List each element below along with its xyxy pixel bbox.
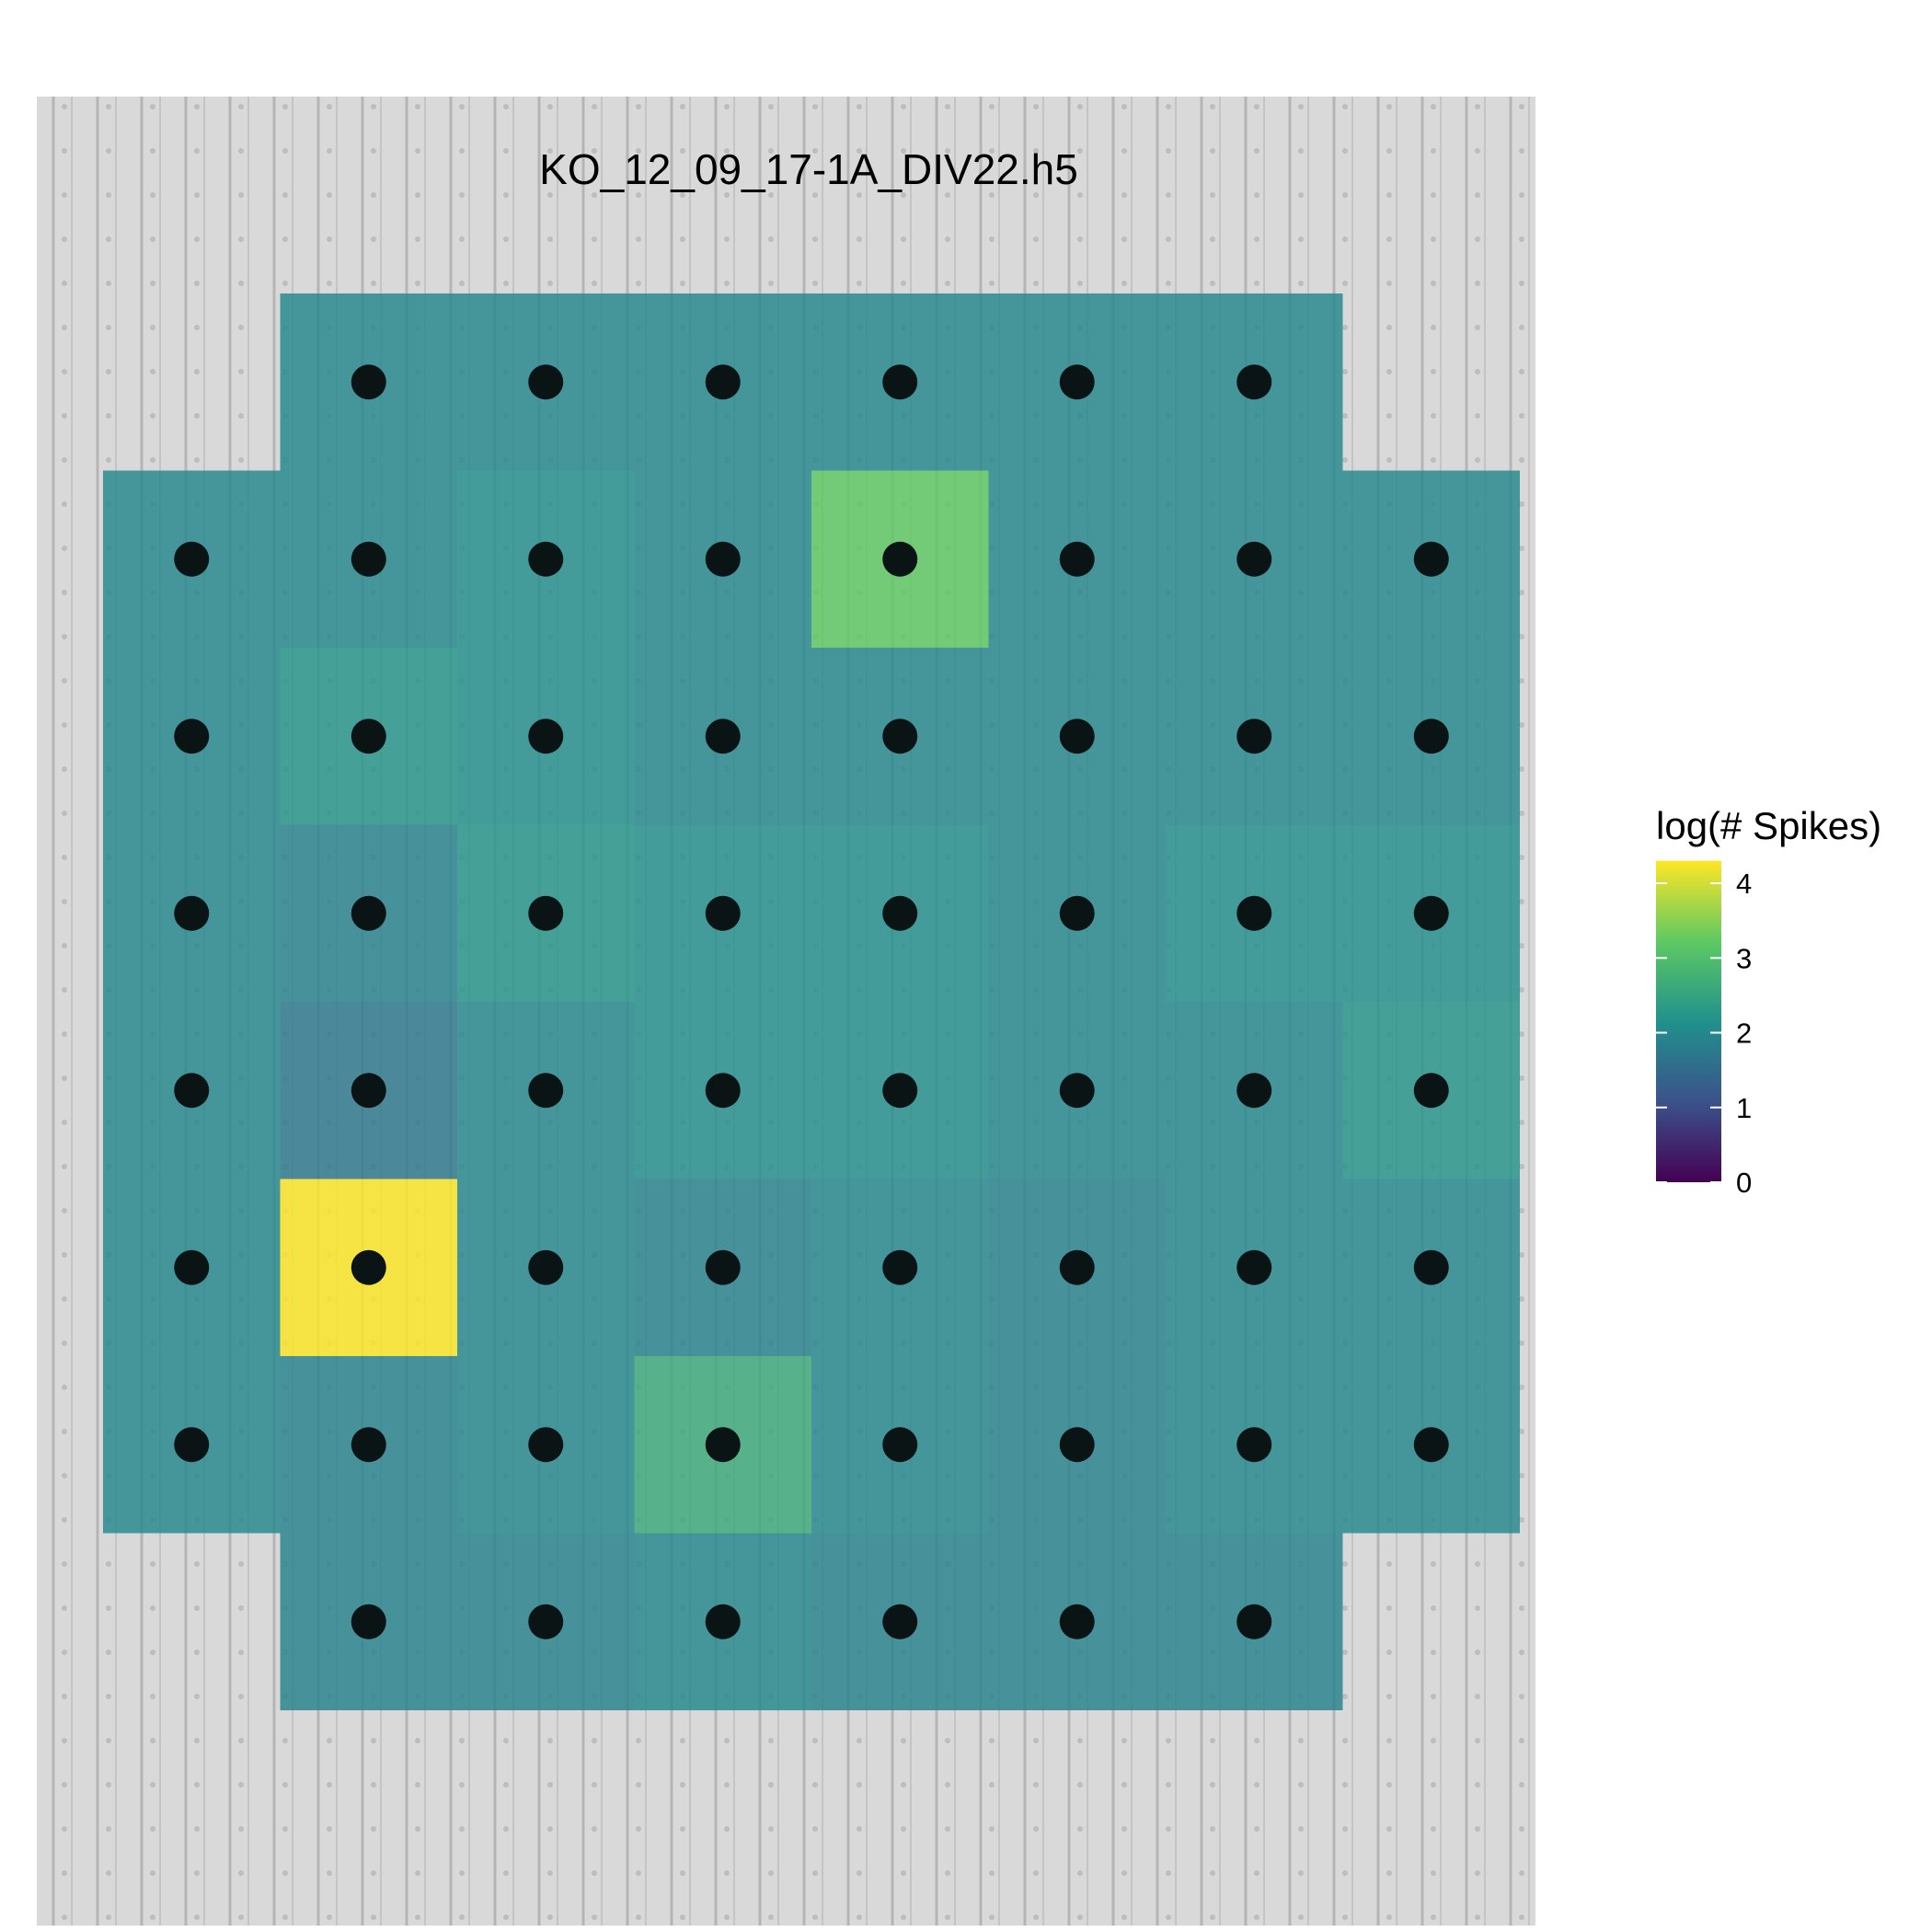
electrode: [705, 364, 741, 400]
electrode: [1059, 895, 1095, 931]
electrode: [705, 719, 741, 754]
electrode: [528, 719, 564, 754]
electrode: [528, 1073, 564, 1109]
electrode: [882, 895, 918, 931]
chart-title: KO_12_09_17-1A_DIV22.h5: [539, 145, 1078, 193]
electrode: [528, 895, 564, 931]
electrode: [1413, 895, 1449, 931]
electrode: [528, 1427, 564, 1463]
electrode: [1413, 541, 1449, 577]
electrode: [1059, 1073, 1095, 1109]
electrode: [351, 895, 386, 931]
electrode: [174, 895, 210, 931]
electrode: [351, 541, 386, 577]
electrode: [1059, 364, 1095, 400]
electrode: [1059, 1427, 1095, 1463]
electrode: [1236, 719, 1272, 754]
electrode: [1236, 541, 1272, 577]
electrode: [705, 1073, 741, 1109]
electrode: [882, 1427, 918, 1463]
electrode: [1059, 1604, 1095, 1639]
electrode: [882, 364, 918, 400]
electrode: [1236, 1604, 1272, 1639]
electrode: [705, 1249, 741, 1285]
electrode: [1059, 719, 1095, 754]
electrode: [528, 364, 564, 400]
electrode: [351, 1604, 386, 1639]
electrode: [1413, 719, 1449, 754]
electrode: [1413, 1073, 1449, 1109]
electrode: [1413, 1249, 1449, 1285]
electrode: [174, 541, 210, 577]
colorbar: 0 1 2 3 4: [1656, 860, 1752, 1199]
electrode: [1059, 1249, 1095, 1285]
colorbar-tick-label: 2: [1736, 1018, 1752, 1050]
electrodes: [174, 364, 1449, 1639]
electrode: [174, 1249, 210, 1285]
electrode: [174, 1427, 210, 1463]
electrode: [882, 1249, 918, 1285]
electrode: [882, 541, 918, 577]
electrode: [705, 541, 741, 577]
electrode: [351, 1073, 386, 1109]
electrode: [351, 1249, 386, 1285]
electrode: [351, 719, 386, 754]
electrode: [882, 1604, 918, 1639]
colorbar-tick-label: 1: [1736, 1092, 1752, 1124]
electrode: [174, 1073, 210, 1109]
electrode: [174, 719, 210, 754]
electrode: [528, 541, 564, 577]
colorbar-tick-label: 3: [1736, 942, 1752, 974]
electrode: [351, 1427, 386, 1463]
electrode: [705, 1604, 741, 1639]
electrode: [1236, 1249, 1272, 1285]
electrode: [1236, 1073, 1272, 1109]
electrode: [528, 1249, 564, 1285]
colorbar-tick-label: 0: [1736, 1167, 1752, 1199]
electrode: [1236, 895, 1272, 931]
electrode: [528, 1604, 564, 1639]
electrode: [1236, 1427, 1272, 1463]
legend-title: log(# Spikes): [1656, 804, 1881, 847]
heatmap-tiles: [103, 293, 1520, 1710]
electrode: [1059, 541, 1095, 577]
electrode: [351, 364, 386, 400]
colorbar-gradient: [1656, 860, 1721, 1182]
electrode: [882, 719, 918, 754]
colorbar-tick-label: 4: [1736, 868, 1752, 900]
electrode: [705, 1427, 741, 1463]
electrode: [1236, 364, 1272, 400]
electrode: [882, 1073, 918, 1109]
electrode: [705, 895, 741, 931]
electrode: [1413, 1427, 1449, 1463]
